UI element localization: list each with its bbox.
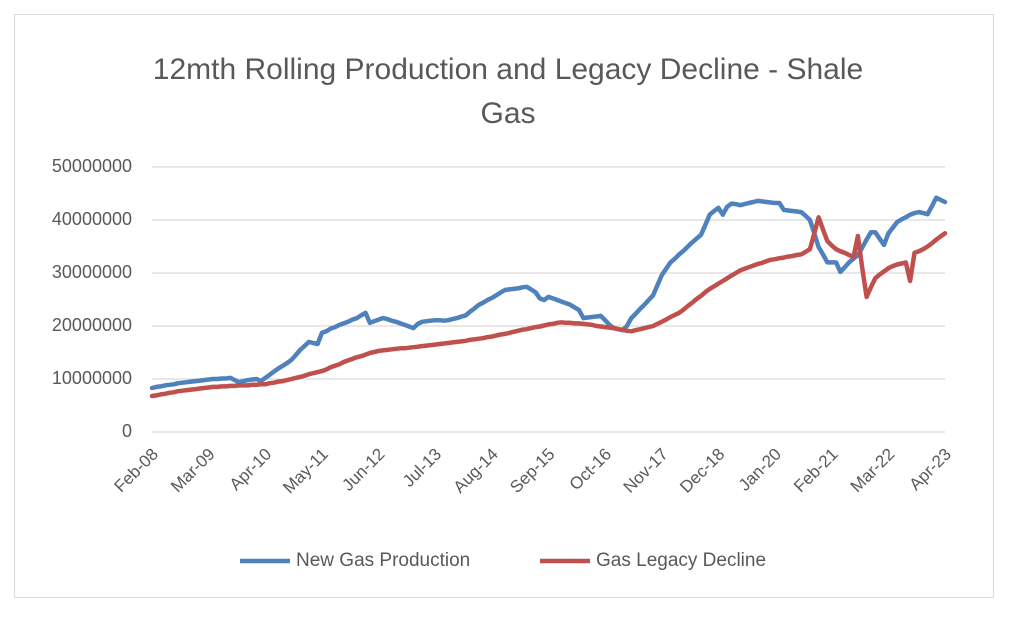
y-tick-label: 0 bbox=[122, 421, 132, 441]
x-tick-label: Feb-08 bbox=[110, 445, 162, 497]
x-tick-label: Jan-20 bbox=[735, 445, 785, 495]
x-tick-label: Oct-16 bbox=[566, 445, 616, 495]
x-tick-label: Jun-12 bbox=[338, 445, 388, 495]
legend-label: Gas Legacy Decline bbox=[596, 550, 766, 571]
x-tick-label: Feb-21 bbox=[790, 445, 842, 497]
x-tick-label: Apr-10 bbox=[226, 445, 276, 495]
chart-title: 12mth Rolling Production and Legacy Decl… bbox=[152, 53, 864, 130]
x-tick-label: May-11 bbox=[279, 445, 332, 498]
series-line bbox=[149, 215, 948, 399]
x-tick-label: Apr-23 bbox=[905, 445, 955, 495]
y-tick-label: 30000000 bbox=[52, 262, 132, 282]
legend-label: New Gas Production bbox=[296, 550, 470, 571]
y-tick-label: 50000000 bbox=[52, 156, 132, 176]
y-tick-label: 10000000 bbox=[52, 368, 132, 388]
y-tick-label: 40000000 bbox=[52, 209, 132, 229]
y-tick-label: 20000000 bbox=[52, 315, 132, 335]
x-tick-label: Jul-13 bbox=[399, 445, 445, 491]
x-tick-label: Mar-09 bbox=[167, 445, 219, 497]
x-tick-label: Mar-22 bbox=[847, 445, 899, 497]
x-tick-label: Dec-18 bbox=[676, 445, 728, 497]
x-tick-label: Aug-14 bbox=[450, 445, 502, 497]
chart-frame bbox=[14, 14, 994, 598]
x-tick-label: Nov-17 bbox=[620, 445, 672, 497]
x-tick-label: Sep-15 bbox=[506, 445, 558, 497]
series-line bbox=[149, 195, 948, 391]
